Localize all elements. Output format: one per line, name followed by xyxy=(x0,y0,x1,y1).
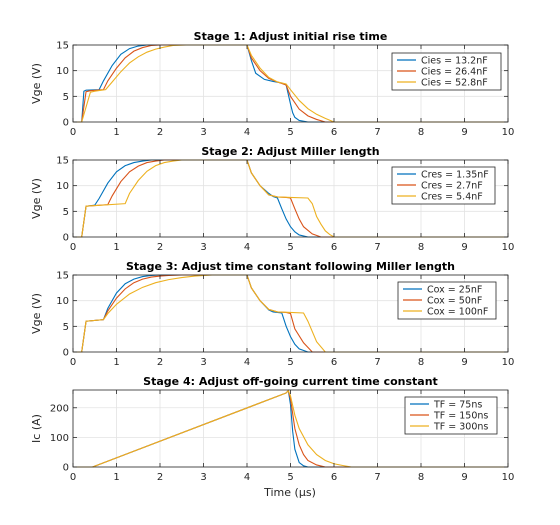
legend-entry: Cres = 2.7nF xyxy=(421,181,483,192)
x-tick-label: 4 xyxy=(244,127,250,138)
x-tick-label: 2 xyxy=(157,357,163,368)
x-tick-label: 3 xyxy=(200,242,206,253)
x-tick-label: 9 xyxy=(461,242,467,253)
x-tick-label: 0 xyxy=(70,127,76,138)
y-axis-label: Ic (A) xyxy=(30,414,43,443)
x-tick-label: 10 xyxy=(502,472,515,483)
legend-entry: Cies = 13.2nF xyxy=(421,56,488,67)
y-tick-label: 10 xyxy=(56,296,69,307)
chart-title: Stage 4: Adjust off-going current time c… xyxy=(143,375,438,388)
y-axis-label: Vge (V) xyxy=(30,63,43,104)
x-tick-label: 6 xyxy=(331,127,337,138)
y-tick-label: 5 xyxy=(63,92,69,103)
x-tick-label: 5 xyxy=(287,472,293,483)
y-tick-label: 10 xyxy=(56,181,69,192)
legend-entry: Cox = 50nF xyxy=(427,296,482,307)
y-tick-label: 15 xyxy=(56,41,69,52)
subplot-2: 0 1 2 3 4 5 6 7 8 9 10 0 5 10 15 Stage 2: Adjust Miller… xyxy=(30,145,514,253)
chart-title: Stage 3: Adjust time constant following … xyxy=(126,260,455,273)
x-tick-label: 7 xyxy=(374,357,380,368)
x-tick-label: 6 xyxy=(331,242,337,253)
x-tick-label: 10 xyxy=(502,242,515,253)
x-tick-label: 2 xyxy=(157,127,163,138)
x-tick-label: 5 xyxy=(287,357,293,368)
legend-entry: Cox = 100nF xyxy=(427,307,488,318)
x-tick-label: 3 xyxy=(200,472,206,483)
x-tick-label: 4 xyxy=(244,357,250,368)
x-axis-label: Time (μs) xyxy=(263,486,316,499)
x-tick-label: 9 xyxy=(461,472,467,483)
chart-title: Stage 2: Adjust Miller length xyxy=(201,145,379,158)
legend-entry: TF = 75ns xyxy=(433,400,482,411)
x-tick-label: 3 xyxy=(200,127,206,138)
subplot-1: 0 1 2 3 4 5 6 7 8 9 10 0 5 10 15 Stage 1: Adjust initia… xyxy=(30,30,514,138)
x-tick-label: 3 xyxy=(200,357,206,368)
y-axis-label: Vge (V) xyxy=(30,178,43,219)
legend-entry: Cres = 1.35nF xyxy=(421,170,489,181)
x-tick-label: 9 xyxy=(461,357,467,368)
x-tick-label: 5 xyxy=(287,127,293,138)
x-tick-label: 9 xyxy=(461,127,467,138)
x-tick-label: 1 xyxy=(113,242,119,253)
y-tick-label: 0 xyxy=(63,233,69,244)
y-axis-label: Vge (V) xyxy=(30,293,43,334)
x-tick-label: 0 xyxy=(70,242,76,253)
y-tick-label: 0 xyxy=(63,463,69,474)
x-tick-label: 6 xyxy=(331,357,337,368)
x-tick-label: 8 xyxy=(418,357,424,368)
x-tick-label: 7 xyxy=(374,472,380,483)
y-tick-label: 15 xyxy=(56,156,69,167)
x-tick-label: 8 xyxy=(418,242,424,253)
x-tick-label: 5 xyxy=(287,242,293,253)
x-tick-label: 4 xyxy=(244,472,250,483)
series-line-3 xyxy=(73,159,508,238)
subplot-3: 0 1 2 3 4 5 6 7 8 9 10 0 5 10 15 Stage 3: Adjust time c… xyxy=(30,260,514,368)
legend-entry: TF = 150ns xyxy=(433,411,488,422)
x-tick-label: 8 xyxy=(418,127,424,138)
chart-title: Stage 1: Adjust initial rise time xyxy=(194,30,388,43)
legend-entry: Cies = 26.4nF xyxy=(421,67,488,78)
x-tick-label: 7 xyxy=(374,242,380,253)
y-tick-label: 0 xyxy=(63,348,69,359)
x-tick-label: 6 xyxy=(331,472,337,483)
x-tick-label: 1 xyxy=(113,127,119,138)
y-tick-label: 200 xyxy=(50,403,69,414)
x-tick-label: 1 xyxy=(113,357,119,368)
y-tick-label: 10 xyxy=(56,66,69,77)
y-tick-label: 15 xyxy=(56,271,69,282)
legend-entry: TF = 300ns xyxy=(433,422,488,433)
x-tick-label: 10 xyxy=(502,357,515,368)
x-tick-label: 10 xyxy=(502,127,515,138)
series-line-3 xyxy=(73,389,508,468)
x-tick-label: 1 xyxy=(113,472,119,483)
x-tick-label: 2 xyxy=(157,472,163,483)
y-tick-label: 0 xyxy=(63,118,69,129)
y-tick-label: 5 xyxy=(63,322,69,333)
y-tick-label: 5 xyxy=(63,207,69,218)
x-tick-label: 7 xyxy=(374,127,380,138)
x-tick-label: 0 xyxy=(70,357,76,368)
x-tick-label: 2 xyxy=(157,242,163,253)
x-tick-label: 4 xyxy=(244,242,250,253)
legend-entry: Cres = 5.4nF xyxy=(421,192,483,203)
legend-entry: Cies = 52.8nF xyxy=(421,78,488,89)
legend-entry: Cox = 25nF xyxy=(427,285,482,296)
x-tick-label: 0 xyxy=(70,472,76,483)
x-tick-label: 8 xyxy=(418,472,424,483)
y-tick-label: 100 xyxy=(50,433,69,444)
